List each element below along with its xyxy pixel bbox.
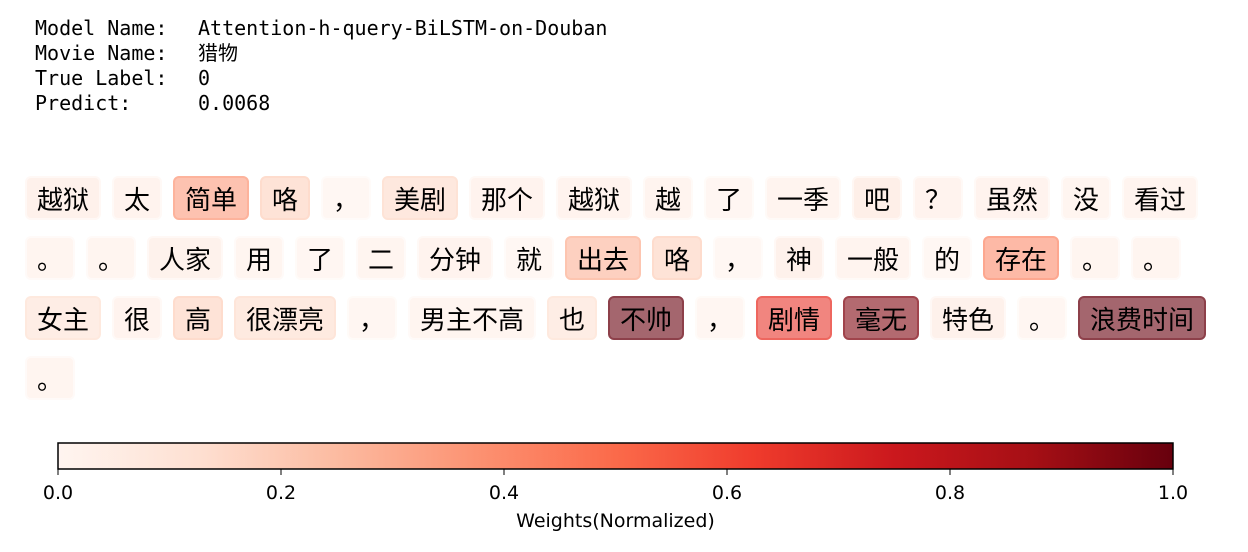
colorbar: 0.0 0.2 0.4 0.6 0.8 1.0 Weights(Normalized) bbox=[43, 442, 1188, 532]
attention-token-map: 越狱太简单咯，美剧 那个 越狱越了一季吧？虽然没看过。。人家用了二分钟就出去咯，神一… bbox=[25, 176, 1206, 400]
meta-value: 0 bbox=[198, 66, 211, 90]
token-box: 人家 bbox=[147, 236, 223, 280]
colorbar-tick-label: 1.0 bbox=[1158, 482, 1188, 504]
meta-value: Attention-h-query-BiLSTM-on-Douban bbox=[198, 16, 608, 40]
token-box: 吧 bbox=[852, 176, 902, 220]
token-box: 女主 bbox=[25, 296, 101, 340]
token-box: 特色 bbox=[930, 296, 1006, 340]
token-box: 也 bbox=[547, 296, 597, 340]
token-box: 男主不高 bbox=[408, 296, 536, 340]
token-box: ？ bbox=[913, 176, 963, 220]
token-box: 。 bbox=[25, 236, 75, 280]
token-box: 不帅 bbox=[608, 296, 684, 340]
meta-row: Model Name: Attention-h-query-BiLSTM-on-D… bbox=[35, 16, 607, 41]
token-box: 咯 bbox=[260, 176, 310, 220]
token-box: 虽然 bbox=[974, 176, 1050, 220]
colorbar-tick-label: 0.8 bbox=[935, 482, 965, 504]
token-box: 。 bbox=[86, 236, 136, 280]
meta-value: 0.0068 bbox=[198, 91, 271, 115]
token-box: 那个 bbox=[469, 176, 545, 220]
token-box: 的 bbox=[922, 236, 972, 280]
colorbar-tick-label: 0.2 bbox=[266, 482, 296, 504]
token-box: 。 bbox=[25, 356, 75, 400]
token-box: 浪费时间 bbox=[1078, 296, 1206, 340]
colorbar-gradient bbox=[57, 442, 1174, 470]
colorbar-tick-label: 0.4 bbox=[489, 482, 519, 504]
token-box: ， bbox=[321, 176, 371, 220]
meta-label: Movie Name: bbox=[35, 41, 168, 65]
token-box: 神 bbox=[774, 236, 824, 280]
token-box: 毫无 bbox=[843, 296, 919, 340]
token-box: 看过 bbox=[1122, 176, 1198, 220]
token-box: ， bbox=[695, 296, 745, 340]
token-box: 越狱 bbox=[556, 176, 632, 220]
meta-label: Model Name: bbox=[35, 16, 168, 40]
token-box: 了 bbox=[704, 176, 754, 220]
token-box: 很 bbox=[112, 296, 162, 340]
token-box: 一季 bbox=[765, 176, 841, 220]
token-box: 分钟 bbox=[417, 236, 493, 280]
token-box: 了 bbox=[295, 236, 345, 280]
model-info: Model Name: Attention-h-query-BiLSTM-on-D… bbox=[35, 16, 607, 116]
token-box: 美剧 bbox=[382, 176, 458, 220]
meta-row: Movie Name: 猎物 bbox=[35, 41, 607, 66]
token-box: 二 bbox=[356, 236, 406, 280]
meta-row: Predict: 0.0068 bbox=[35, 91, 607, 116]
token-box: 太 bbox=[112, 176, 162, 220]
colorbar-label: Weights(Normalized) bbox=[516, 510, 715, 532]
token-box: 没 bbox=[1061, 176, 1111, 220]
meta-label: True Label: bbox=[35, 66, 168, 90]
token-box: 剧情 bbox=[756, 296, 832, 340]
token-box: 越 bbox=[643, 176, 693, 220]
colorbar-tick-label: 0.6 bbox=[712, 482, 742, 504]
token-box: 一般 bbox=[835, 236, 911, 280]
token-box: 出去 bbox=[565, 236, 641, 280]
token-box: ， bbox=[713, 236, 763, 280]
token-box: 简单 bbox=[173, 176, 249, 220]
meta-value: 猎物 bbox=[198, 41, 238, 65]
token-box: 。 bbox=[1070, 236, 1120, 280]
token-box: ， bbox=[347, 296, 397, 340]
token-box: 咯 bbox=[652, 236, 702, 280]
meta-row: True Label: 0 bbox=[35, 66, 607, 91]
token-box: 很漂亮 bbox=[234, 296, 336, 340]
colorbar-tick-label: 0.0 bbox=[43, 482, 73, 504]
token-box: 高 bbox=[173, 296, 223, 340]
token-box: 。 bbox=[1017, 296, 1067, 340]
token-box: 就 bbox=[504, 236, 554, 280]
token-box: 越狱 bbox=[25, 176, 101, 220]
token-box: 用 bbox=[234, 236, 284, 280]
token-box: 。 bbox=[1131, 236, 1181, 280]
meta-label: Predict: bbox=[35, 91, 132, 115]
token-box: 存在 bbox=[983, 236, 1059, 280]
